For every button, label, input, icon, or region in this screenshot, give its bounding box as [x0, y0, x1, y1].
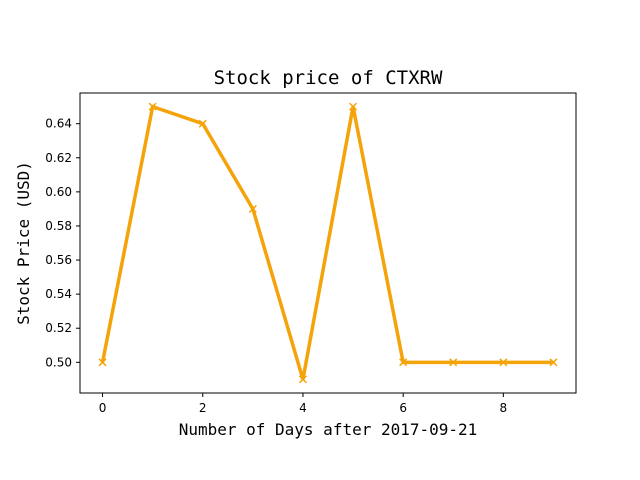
y-tick-label: 0.58 [45, 219, 72, 233]
y-tick-label: 0.60 [45, 185, 72, 199]
x-tick-label: 0 [99, 401, 107, 415]
series-line [100, 104, 554, 380]
data-point-marker [499, 358, 508, 367]
plot-frame [79, 92, 577, 394]
data-point-marker [198, 119, 207, 128]
y-tick-label: 0.64 [45, 117, 72, 131]
data-point-marker [248, 204, 257, 213]
plot-area [98, 102, 558, 384]
x-axis-label: Number of Days after 2017-09-21 [179, 420, 478, 439]
x-tick-label: 2 [199, 401, 207, 415]
y-tick-label: 0.54 [45, 287, 72, 301]
y-tick-label: 0.52 [45, 321, 72, 335]
y-tick-label: 0.56 [45, 253, 72, 267]
data-point-marker [399, 358, 408, 367]
data-point-marker [349, 102, 358, 111]
x-axis: 0 2 4 6 8 [99, 393, 507, 415]
x-tick-label: 4 [299, 401, 307, 415]
y-axis: 0.50 0.52 0.54 0.56 0.58 0.60 0.62 0.64 [45, 117, 80, 369]
y-tick-label: 0.62 [45, 151, 72, 165]
data-point-marker [449, 358, 458, 367]
y-axis-label: Stock Price (USD) [14, 161, 33, 325]
data-point-marker [98, 358, 107, 367]
x-tick-label: 8 [500, 401, 508, 415]
data-point-marker [148, 102, 157, 111]
y-tick-label: 0.50 [45, 355, 72, 369]
data-point-marker [298, 375, 307, 384]
data-point-marker [549, 358, 558, 367]
chart-title: Stock price of CTXRW [214, 67, 443, 89]
x-tick-label: 6 [399, 401, 407, 415]
